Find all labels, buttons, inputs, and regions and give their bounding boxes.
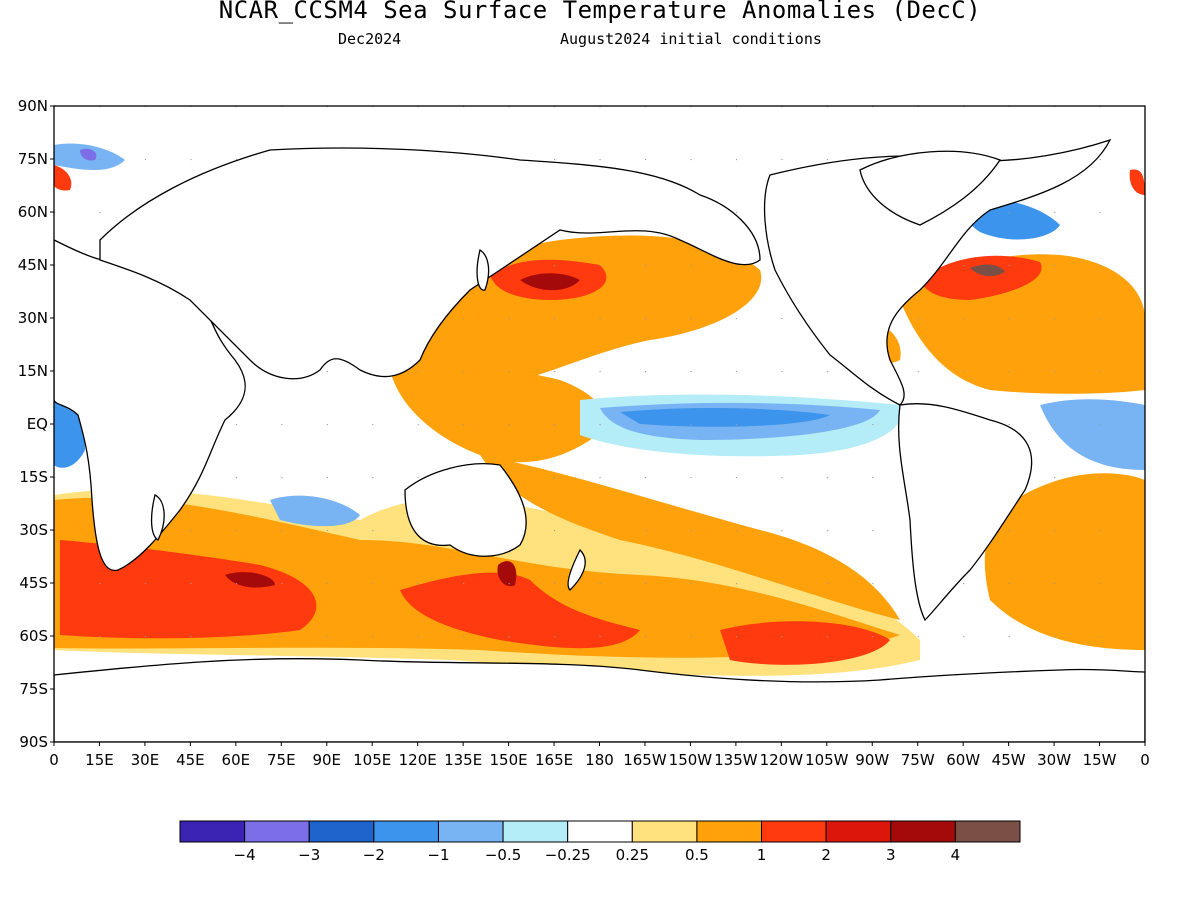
- lon-label: 15W: [1083, 751, 1117, 769]
- colorbar: −4 −3 −2 −1 −0.5 −0.25 0.25 0.5 1 2 3 4: [179, 820, 1021, 864]
- lon-label: 75E: [267, 751, 296, 769]
- lat-label: 75S: [19, 680, 48, 698]
- colorbar-swatch: [567, 820, 633, 843]
- coast-madagascar: [150, 494, 165, 541]
- lon-label: 150W: [669, 751, 713, 769]
- colorbar-label: −0.25: [545, 846, 591, 864]
- lat-label: 75N: [18, 150, 48, 168]
- lon-label: 105W: [805, 751, 849, 769]
- lon-label: 60E: [222, 751, 251, 769]
- lon-label: 120E: [399, 751, 437, 769]
- lat-label: 90N: [18, 97, 48, 115]
- lat-label: 45S: [19, 574, 48, 592]
- map-title: NCAR_CCSM4 Sea Surface Temperature Anoma…: [218, 0, 982, 24]
- colorbar-label: −0.5: [485, 846, 521, 864]
- lat-label: 30S: [19, 521, 48, 539]
- lon-label: 120W: [760, 751, 804, 769]
- colorbar-label: −3: [298, 846, 320, 864]
- lon-label: 105E: [353, 751, 391, 769]
- lon-label: 135E: [444, 751, 482, 769]
- coast-south-america: [897, 403, 1033, 622]
- colorbar-swatch: [244, 820, 310, 843]
- lon-label: 180: [585, 751, 614, 769]
- coast-antarctica: [54, 658, 1145, 742]
- colorbar-label: 1: [757, 846, 767, 864]
- lat-label: EQ: [27, 415, 48, 433]
- lon-label: 30W: [1037, 751, 1071, 769]
- colorbar-swatch: [825, 820, 892, 843]
- lon-label: 60W: [946, 751, 980, 769]
- colorbar-swatch: [696, 820, 763, 843]
- initial-conditions: August2024 initial conditions: [560, 30, 822, 48]
- coast-australia: [404, 463, 527, 557]
- colorbar-label: −2: [363, 846, 385, 864]
- coastlines: [54, 138, 1145, 742]
- lon-label: 30E: [131, 751, 160, 769]
- coast-eurasia: [99, 147, 761, 380]
- lon-label: 45W: [992, 751, 1026, 769]
- lat-label: 60S: [19, 627, 48, 645]
- colorbar-label: −4: [234, 846, 256, 864]
- lat-label: 30N: [18, 309, 48, 327]
- lon-label: 90W: [855, 751, 889, 769]
- lat-label: 15S: [19, 468, 48, 486]
- lat-label: 90S: [19, 733, 48, 751]
- lat-label: 45N: [18, 256, 48, 274]
- colorbar-label: 0.5: [685, 846, 709, 864]
- lon-label: 165E: [535, 751, 573, 769]
- lon-label: 150E: [490, 751, 528, 769]
- colorbar-swatch: [954, 820, 1021, 843]
- colorbar-label: 2: [821, 846, 831, 864]
- colorbar-swatch: [179, 820, 246, 843]
- lon-label: 15E: [85, 751, 114, 769]
- colorbar-swatch: [761, 820, 827, 843]
- coast-japan: [476, 248, 490, 291]
- colorbar-swatch: [373, 820, 439, 843]
- longitude-axis: 0 15E 30E 45E 60E 75E 90E 105E 120E 135E 150E 165E 1…: [49, 742, 1150, 769]
- lon-label: 0: [49, 751, 59, 769]
- lon-label: 165W: [623, 751, 667, 769]
- lon-label: 45E: [176, 751, 205, 769]
- lon-label: 75W: [901, 751, 935, 769]
- colorbar-swatch: [890, 820, 956, 843]
- valid-date: Dec2024: [338, 30, 402, 48]
- lon-label: 90E: [312, 751, 341, 769]
- colorbar-swatch: [308, 820, 375, 843]
- colorbar-label: −1: [427, 846, 449, 864]
- colorbar-swatch: [502, 820, 569, 843]
- lon-label: 0: [1140, 751, 1150, 769]
- coast-new-zealand: [567, 548, 586, 591]
- coast-greenland: [859, 150, 1001, 226]
- colorbar-label: 0.25: [616, 846, 649, 864]
- lon-label: 135W: [714, 751, 758, 769]
- colorbar-swatch: [631, 820, 698, 843]
- colorbar-label: 3: [886, 846, 896, 864]
- colorbar-swatch: [437, 820, 504, 843]
- lat-label: 15N: [18, 362, 48, 380]
- latitude-axis: 90N 75N 60N 45N 30N 15N EQ 15S 30S 45S 60S 75S 90S: [18, 97, 54, 751]
- lat-label: 60N: [18, 203, 48, 221]
- colorbar-label: 4: [951, 846, 961, 864]
